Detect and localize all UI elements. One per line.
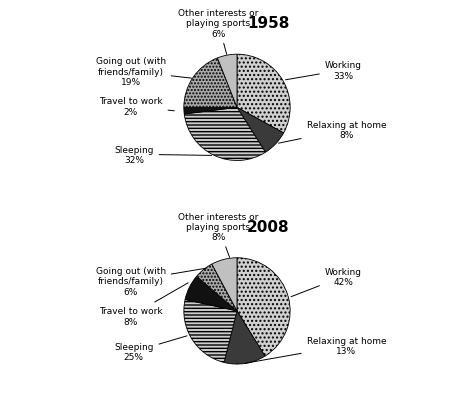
Wedge shape bbox=[212, 258, 237, 311]
Wedge shape bbox=[237, 258, 290, 356]
Text: Relaxing at home
8%: Relaxing at home 8% bbox=[278, 120, 386, 144]
Text: Other interests or
playing sports
8%: Other interests or playing sports 8% bbox=[178, 212, 258, 258]
Wedge shape bbox=[197, 264, 237, 311]
Text: Working
33%: Working 33% bbox=[285, 61, 362, 81]
Wedge shape bbox=[218, 55, 237, 108]
Wedge shape bbox=[184, 108, 237, 115]
Text: Sleeping
32%: Sleeping 32% bbox=[114, 145, 211, 164]
Text: 1958: 1958 bbox=[247, 16, 290, 31]
Text: Going out (with
friends/family)
19%: Going out (with friends/family) 19% bbox=[96, 57, 192, 87]
Text: 2008: 2008 bbox=[247, 219, 290, 234]
Wedge shape bbox=[184, 108, 265, 161]
Text: Travel to work
8%: Travel to work 8% bbox=[99, 283, 188, 326]
Wedge shape bbox=[185, 277, 237, 311]
Text: Sleeping
25%: Sleeping 25% bbox=[114, 336, 187, 361]
Wedge shape bbox=[224, 311, 265, 364]
Wedge shape bbox=[237, 55, 290, 134]
Text: Working
42%: Working 42% bbox=[291, 267, 362, 297]
Wedge shape bbox=[184, 59, 237, 108]
Text: Other interests or
playing sports
6%: Other interests or playing sports 6% bbox=[178, 9, 258, 55]
Wedge shape bbox=[237, 108, 283, 153]
Text: Relaxing at home
13%: Relaxing at home 13% bbox=[245, 336, 386, 363]
Text: Going out (with
friends/family)
6%: Going out (with friends/family) 6% bbox=[96, 266, 207, 296]
Text: Travel to work
2%: Travel to work 2% bbox=[99, 97, 174, 116]
Wedge shape bbox=[184, 300, 237, 363]
